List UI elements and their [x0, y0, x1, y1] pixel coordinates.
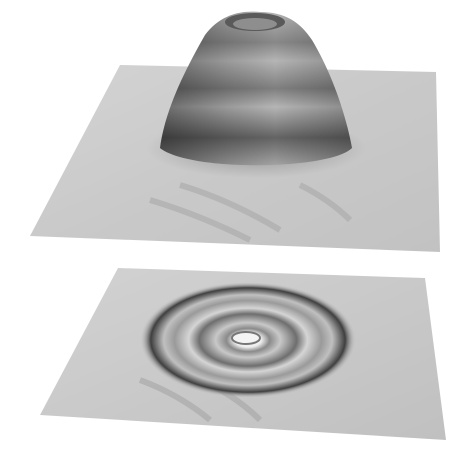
- cone-bands: [160, 11, 352, 166]
- surface-ripples: [149, 182, 353, 243]
- crater-floor: [233, 18, 277, 30]
- ring-center: [231, 331, 261, 345]
